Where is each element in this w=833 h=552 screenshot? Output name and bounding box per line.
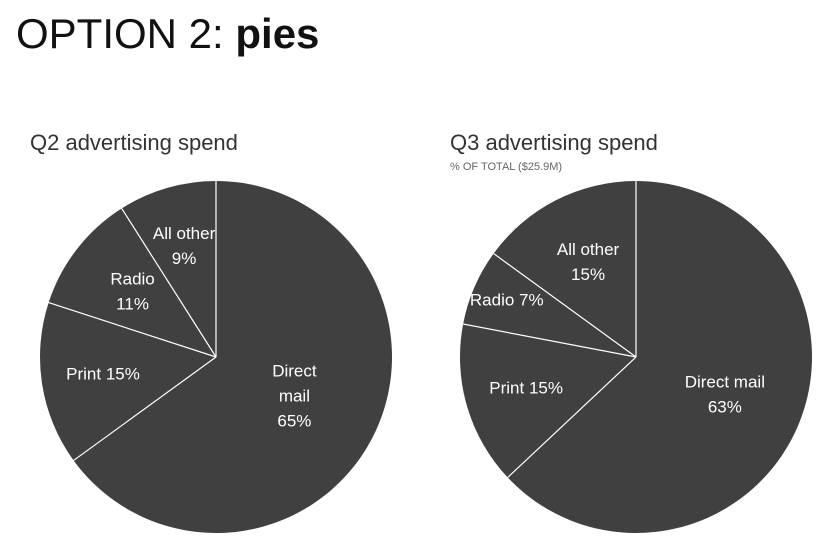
- q2-slice-label: 65%: [277, 411, 311, 430]
- q3-slice-label: 63%: [708, 397, 742, 416]
- q2-slice-label: 11%: [116, 294, 149, 313]
- q3-slice-label: Print 15%: [489, 378, 563, 397]
- q2-slice-label: mail: [279, 386, 310, 405]
- q3-slice-label: 15%: [571, 265, 605, 284]
- q2-slice-divider: [48, 302, 217, 358]
- q3-slice-label: All other: [557, 240, 620, 259]
- q2-slice-divider: [121, 208, 217, 358]
- page-title-prefix: OPTION 2:: [16, 10, 236, 57]
- q2-slice-label: All other: [153, 224, 216, 243]
- q3-slice-print: [460, 324, 636, 478]
- q3-chart-title: Q3 advertising spend: [450, 130, 658, 155]
- q2-chart-title: Q2 advertising spend: [30, 130, 238, 155]
- q2-slice-label: 9%: [172, 249, 197, 268]
- q2-slice-label: Radio: [110, 269, 154, 288]
- page-title-emphasis: pies: [235, 10, 320, 57]
- q2-slice-label: Direct: [272, 361, 317, 380]
- q3-slice-divider: [507, 356, 637, 478]
- q3-slice-label: Radio 7%: [470, 291, 544, 310]
- q2-slice-label: Print 15%: [66, 364, 140, 383]
- q3-slice-all-other: [493, 181, 636, 357]
- q2-slice-print: [40, 302, 216, 461]
- q3-slice-divider: [463, 323, 637, 358]
- q2-slice-radio: [48, 208, 217, 357]
- q3-chart-subtitle: % OF TOTAL ($25.9M): [450, 161, 563, 173]
- page-title: OPTION 2: pies: [16, 8, 319, 60]
- q2-slice-direct-mail: [73, 181, 392, 533]
- q2-slice-divider: [73, 356, 217, 461]
- q3-slice-divider: [493, 253, 637, 358]
- q3-slice-radio: [463, 253, 636, 357]
- q3-slice-direct-mail: [507, 181, 812, 533]
- q2-slice-all-other: [121, 181, 216, 357]
- q3-slice-label: Direct mail: [685, 372, 765, 391]
